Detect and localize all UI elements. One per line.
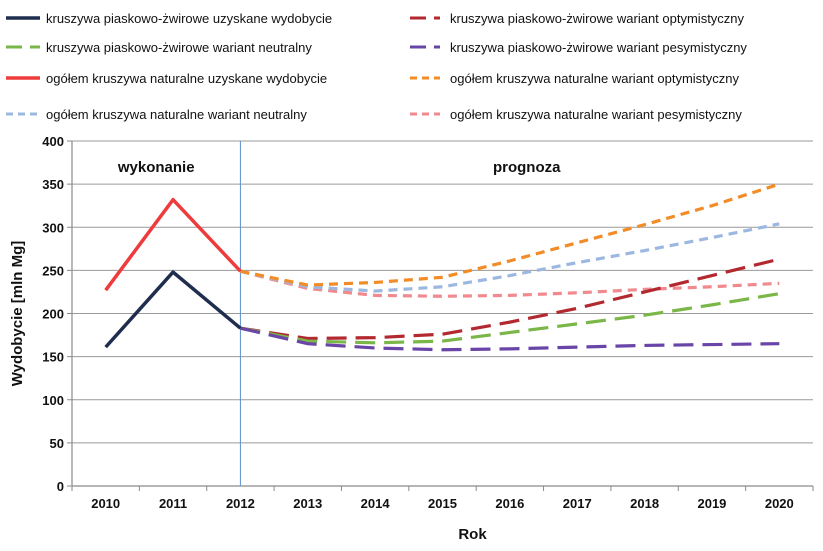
x-tick-label-1: 2011 [159,496,187,511]
y-tick-label-4: 200 [42,307,64,322]
axis-labels: Rok Wydobycie [mln Mg] [9,241,487,543]
annotations: wykonanie prognoza [117,141,561,486]
x-tick-label-8: 2018 [630,496,659,511]
legend-label-1: kruszywa piaskowo-żwirowe wariant optymi… [450,11,745,26]
grid [72,140,813,444]
x-tick-label-7: 2017 [563,496,592,511]
y-tick-label-7: 350 [42,177,64,192]
x-tick-label-3: 2013 [293,496,322,511]
annotation-prognoza: prognoza [493,159,561,176]
x-tick-label-9: 2019 [697,496,726,511]
y-axis-title: Wydobycie [mln Mg] [9,241,26,387]
y-tick-label-0: 0 [57,479,64,494]
series-line-2 [240,292,780,345]
series-line-3 [240,326,780,352]
legend-label-5: ogółem kruszywa naturalne wariant optymi… [450,71,740,86]
legend-label-0: kruszywa piaskowo-żwirowe uzyskane wydob… [46,11,332,26]
y-tick-label-1: 50 [50,436,64,451]
annotation-wykonanie: wykonanie [117,159,195,176]
y-tick-label-2: 100 [42,393,64,408]
series-line-0 [104,270,242,349]
legend-label-6: ogółem kruszywa naturalne wariant neutra… [46,107,307,122]
series-line-7 [240,269,780,298]
series-line-1 [240,257,780,341]
y-tick-label-3: 150 [42,350,64,365]
legend-label-3: kruszywa piaskowo-żwirowe wariant pesymi… [450,40,747,55]
series-line-5 [240,182,780,287]
y-tick-label-6: 300 [42,220,64,235]
series-line-6 [240,222,780,293]
y-tick-label-8: 400 [42,134,64,149]
x-tick-label-4: 2014 [361,496,391,511]
x-axis-title: Rok [458,526,487,543]
x-tick-label-5: 2015 [428,496,457,511]
legend-label-4: ogółem kruszywa naturalne uzyskane wydob… [46,71,327,86]
x-tick-label-2: 2012 [226,496,255,511]
x-tick-label-0: 2010 [91,496,120,511]
series-line-4 [104,197,242,292]
y-tick-label-5: 250 [42,263,64,278]
x-tick-label-10: 2020 [765,496,794,511]
x-tick-label-6: 2016 [495,496,524,511]
legend-label-7: ogółem kruszywa naturalne wariant pesymi… [450,107,742,122]
legend-label-2: kruszywa piaskowo-żwirowe wariant neutra… [46,40,312,55]
axes: 0 50 100 150 200 250 300 350 400 2010 2011 2012 2013… [42,134,814,511]
legend: kruszywa piaskowo-żwirowe uzyskane wydob… [6,11,747,122]
series-lines [104,182,780,352]
